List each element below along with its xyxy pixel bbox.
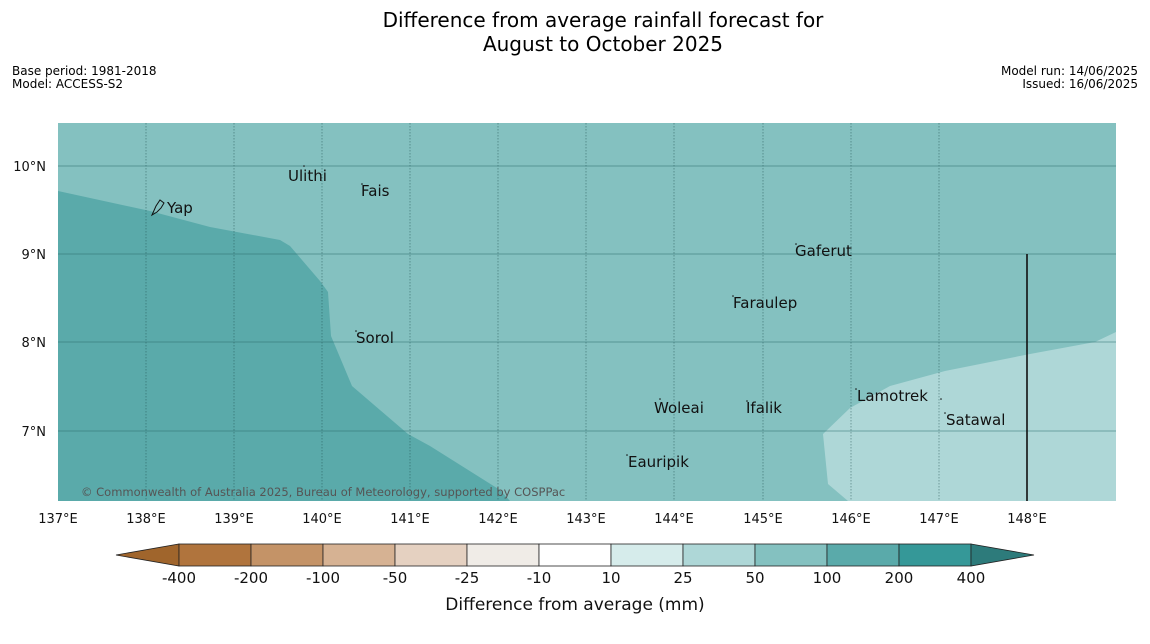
place-satawal: Satawal [946, 411, 1005, 429]
lon-tick: 143°E [566, 512, 606, 527]
meta-left: Base period: 1981-2018 Model: ACCESS-S2 [12, 65, 157, 91]
colorbar-label: 25 [673, 569, 692, 587]
colorbar-label: 200 [885, 569, 914, 587]
colorbar-segment [250, 543, 324, 567]
lon-tick-labels: 137°E 138°E 139°E 140°E 141°E 142°E 143°… [38, 512, 1047, 527]
colorbar-label: -200 [234, 569, 268, 587]
colorbar-label: -50 [383, 569, 408, 587]
colorbar-label: 400 [957, 569, 986, 587]
place-fais: Fais [361, 182, 390, 200]
meta-right: Model run: 14/06/2025 Issued: 16/06/2025 [1001, 65, 1138, 91]
lat-tick: 10°N [13, 160, 46, 175]
lon-tick: 137°E [38, 512, 78, 527]
place-gaferut: Gaferut [795, 242, 852, 260]
title-line-1: Difference from average rainfall forecas… [382, 8, 824, 32]
colorbar-segment [538, 543, 612, 567]
place-yap: Yap [166, 199, 193, 217]
lon-tick: 145°E [743, 512, 783, 527]
band-25-50 [823, 332, 1116, 501]
issued-date: Issued: 16/06/2025 [1022, 77, 1138, 91]
map-title: Difference from average rainfall forecas… [0, 8, 1150, 56]
place-faraulep: Faraulep [733, 294, 797, 312]
place-eauripik: Eauripik [628, 453, 689, 471]
lat-tick: 8°N [22, 336, 47, 351]
lon-tick: 147°E [919, 512, 959, 527]
place-lamotrek: Lamotrek [857, 387, 928, 405]
base-period: Base period: 1981-2018 [12, 64, 157, 78]
colorbar-label: -400 [162, 569, 196, 587]
colorbar-extend-low [115, 543, 180, 567]
lat-tick: 7°N [22, 425, 47, 440]
colorbar-segment [610, 543, 684, 567]
lon-tick: 142°E [478, 512, 518, 527]
colorbar-segment [754, 543, 828, 567]
colorbar-segment [898, 543, 972, 567]
colorbar-label: 100 [813, 569, 842, 587]
island-dots [303, 165, 946, 456]
colorbar-label: 10 [601, 569, 620, 587]
lon-tick: 144°E [654, 512, 694, 527]
lon-tick: 148°E [1007, 512, 1047, 527]
colorbar-label: 50 [745, 569, 764, 587]
colorbar-segment [394, 543, 468, 567]
yap-island-shape [150, 199, 165, 217]
model-run: Model run: 14/06/2025 [1000, 64, 1138, 78]
colorbar [115, 543, 1035, 567]
colorbar-segment [466, 543, 540, 567]
lon-tick: 139°E [214, 512, 254, 527]
colorbar-title: Difference from average (mm) [445, 595, 704, 615]
lat-tick: 9°N [22, 248, 47, 263]
lon-tick: 138°E [126, 512, 166, 527]
copyright-notice: © Commonwealth of Australia 2025, Bureau… [81, 485, 565, 499]
colorbar-label: -100 [306, 569, 340, 587]
lon-tick: 146°E [831, 512, 871, 527]
lat-lines [58, 165, 1116, 432]
model-name: Model: ACCESS-S2 [12, 77, 124, 91]
place-woleai: Woleai [654, 399, 704, 417]
band-100-200 [58, 191, 510, 501]
lon-tick: 140°E [302, 512, 342, 527]
colorbar-segment [322, 543, 396, 567]
colorbar-label: -25 [455, 569, 480, 587]
place-sorol: Sorol [356, 329, 394, 347]
lat-tick-labels: 10°N 9°N 8°N 7°N [13, 160, 46, 440]
title-line-2: August to October 2025 [482, 32, 724, 56]
place-ifalik: Ifalik [746, 399, 782, 417]
graticule [145, 123, 940, 501]
colorbar-extend-high [970, 543, 1035, 567]
place-labels: Yap Ulithi Fais Gaferut Faraulep Sorol L… [166, 167, 1005, 471]
colorbar-segment [826, 543, 900, 567]
map-area: Yap Ulithi Fais Gaferut Faraulep Sorol L… [58, 123, 1116, 501]
lon-tick: 141°E [390, 512, 430, 527]
colorbar-segment [682, 543, 756, 567]
colorbar-label: -10 [527, 569, 552, 587]
colorbar-labels: -400 -200 -100 -50 -25 -10 10 25 50 100 … [162, 569, 985, 587]
colorbar-segment [178, 543, 252, 567]
place-ulithi: Ulithi [288, 167, 327, 185]
